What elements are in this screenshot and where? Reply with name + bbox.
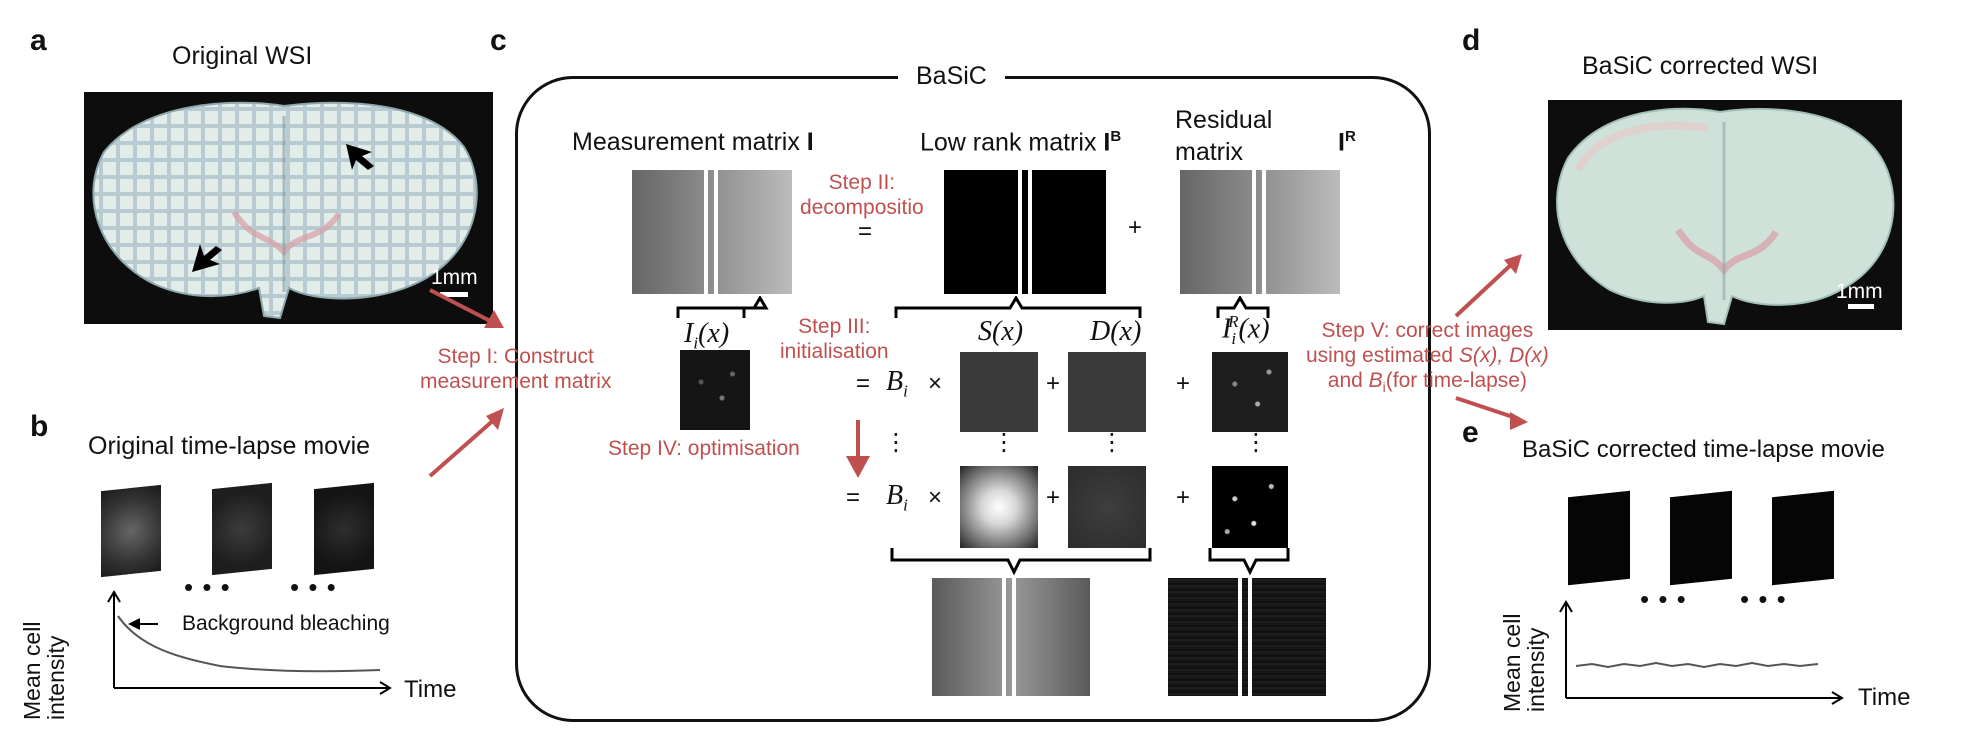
panel-d-title: BaSiC corrected WSI <box>1582 52 1819 80</box>
panel-letter-d: d <box>1462 24 1481 57</box>
panel-letter-b: b <box>30 410 49 443</box>
panel-letter-e: e <box>1462 416 1479 449</box>
residual-symbol: IR <box>1338 128 1356 157</box>
residual-matrix-image <box>1180 170 1340 294</box>
assembly-braces <box>890 548 1290 576</box>
d-x-optimised-image <box>1068 466 1146 548</box>
e-x-axis-label: Time <box>1858 684 1911 711</box>
step-3-label: Step III: initialisation <box>780 315 889 363</box>
d-x-label: D(x) <box>1090 316 1142 347</box>
wsi-tissue-graphic <box>92 101 478 320</box>
e-y-axis-label: Mean cell intensity <box>1499 613 1549 712</box>
corrected-intensity-plot <box>1559 600 1844 705</box>
measurement-matrix-image <box>632 170 792 294</box>
vertical-dots: ⋮ <box>992 429 1016 456</box>
corrected-flatfield-matrix <box>932 578 1090 696</box>
panel-letter-a: a <box>30 24 47 57</box>
step-1-label: Step I: Construct measurement matrix <box>420 345 612 393</box>
ellipsis-dots: • • • <box>290 572 337 602</box>
plus-sign: + <box>1128 214 1143 241</box>
plus-sign: + <box>1046 370 1061 397</box>
ellipsis-dots: • • • <box>1740 584 1787 614</box>
residual-matrix-label: Residual matrix <box>1175 106 1273 166</box>
equals-sign: = <box>858 218 873 245</box>
selection-braces <box>676 296 1270 318</box>
plus-sign: + <box>1046 484 1061 511</box>
step-2-label: Step II: decompositio <box>800 171 924 219</box>
corrected-wsi-image: 1mm <box>1548 100 1902 330</box>
bleaching-annotation: Background bleaching <box>182 612 390 635</box>
ellipsis-dots: • • • <box>1640 584 1687 614</box>
vertical-dots: ⋮ <box>884 429 908 456</box>
iir-x-init-image <box>1212 352 1288 432</box>
panel-letter-c: c <box>490 24 507 57</box>
movie-frame-3 <box>314 482 374 576</box>
corrected-frame-2 <box>1670 490 1732 586</box>
step-1-arrows <box>428 288 504 478</box>
equals-sign: = <box>856 370 871 397</box>
iir-x-label: IiR(x) <box>1222 312 1270 348</box>
movie-frame-2 <box>212 482 272 576</box>
times-sign: × <box>928 484 943 511</box>
original-wsi-image: 1mm <box>84 92 493 324</box>
measurement-matrix-label: Measurement matrix I <box>572 128 814 156</box>
basic-title: BaSiC <box>898 62 1005 91</box>
scale-bar <box>1848 304 1874 309</box>
ii-x-label: Ii(x) <box>684 318 730 353</box>
step-4-label: Step IV: optimisation <box>608 437 800 460</box>
step-5-arrows <box>1454 254 1528 430</box>
corrected-residual-matrix <box>1168 578 1326 696</box>
ii-x-image <box>680 350 750 430</box>
times-sign: × <box>928 370 943 397</box>
corrected-frame-3 <box>1772 490 1834 586</box>
s-x-optimised-image <box>960 466 1038 548</box>
equals-sign: = <box>846 484 861 511</box>
vertical-dots: ⋮ <box>1100 429 1124 456</box>
bi-symbol: Bi <box>886 366 908 401</box>
ellipsis-dots: • • • <box>184 572 231 602</box>
vertical-dots: ⋮ <box>1244 429 1268 456</box>
movie-frame-1 <box>101 484 161 578</box>
s-x-label: S(x) <box>978 316 1024 347</box>
b-x-axis-label: Time <box>404 676 457 703</box>
plus-sign: + <box>1176 484 1191 511</box>
scale-label: 1mm <box>1836 280 1883 303</box>
d-x-init-image <box>1068 352 1146 432</box>
scale-label: 1mm <box>431 266 478 289</box>
corrected-tissue-graphic <box>1556 107 1895 326</box>
plus-sign: + <box>1176 370 1191 397</box>
corrected-frame-1 <box>1568 490 1630 586</box>
bi-symbol: Bi <box>886 480 908 515</box>
b-y-axis-label: Mean cell intensity <box>19 621 69 720</box>
panel-e-title: BaSiC corrected time-lapse movie <box>1522 436 1885 463</box>
scale-bar <box>440 292 468 297</box>
panel-b-title: Original time-lapse movie <box>88 432 371 460</box>
step-4-arrow <box>846 420 870 478</box>
bleaching-plot <box>107 590 392 695</box>
step-5-label: Step V: correct images using estimated S… <box>1306 319 1549 396</box>
low-rank-matrix-image <box>944 170 1106 294</box>
low-rank-matrix-label: Low rank matrix IB <box>920 128 1122 157</box>
s-x-init-image <box>960 352 1038 432</box>
panel-a-title: Original WSI <box>172 42 313 70</box>
iir-x-optimised-image <box>1212 466 1288 548</box>
